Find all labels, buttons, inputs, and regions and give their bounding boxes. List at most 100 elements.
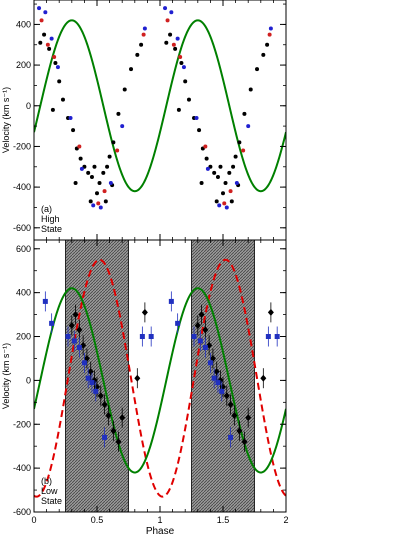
x-tick-label-4: 2 (283, 515, 288, 525)
data-point-a-1-6-0 (91, 203, 96, 208)
data-point-a-1-9-0 (120, 124, 125, 129)
data-point-b-1-7-1 (215, 380, 221, 386)
data-point-b-0-11-0 (110, 427, 117, 435)
data-point-a-0-5-0 (60, 97, 65, 102)
y-tick-label-b-0: -600 (13, 507, 31, 517)
data-point-a-0-11-1 (212, 170, 217, 175)
data-point-a-0-1-0 (42, 32, 47, 37)
y-tick-label-a-5: 400 (16, 19, 31, 29)
data-point-a-1-1-0 (43, 10, 48, 15)
data-point-a-1-5-0 (79, 166, 84, 171)
data-point-b-0-1-1 (198, 311, 205, 319)
data-point-a-2-1-0 (45, 42, 50, 47)
data-point-b-0-1-0 (72, 311, 79, 319)
data-point-a-0-3-0 (53, 61, 58, 66)
data-point-b-1-11-1 (274, 334, 280, 340)
y-tick-label-a-2: -200 (13, 141, 31, 151)
data-point-b-0-2-0 (76, 326, 83, 334)
data-point-a-0-1-1 (168, 32, 173, 37)
data-point-a-0-29-0 (88, 199, 93, 204)
data-point-a-1-6-1 (217, 203, 222, 208)
data-point-b-1-3-0 (71, 338, 77, 344)
data-point-b-0-4-0 (83, 354, 90, 362)
x-tick-label-2: 1 (157, 515, 162, 525)
data-point-a-0-27-0 (103, 199, 108, 204)
data-point-a-0-29-1 (214, 199, 219, 204)
data-point-a-2-4-0 (96, 201, 101, 206)
data-point-a-0-3-1 (179, 61, 184, 66)
data-point-a-1-9-1 (246, 124, 251, 129)
data-point-a-0-17-0 (107, 154, 112, 159)
data-point-a-1-4-0 (68, 115, 73, 120)
data-point-b-0-9-0 (101, 401, 108, 409)
data-point-b-1-10-0 (139, 334, 145, 340)
data-point-a-0-9-0 (78, 156, 83, 161)
data-point-a-0-0-0 (38, 40, 43, 45)
y-tick-label-a-1: -400 (13, 182, 31, 192)
data-point-a-2-1-1 (171, 42, 176, 47)
y-axis-label-a: Velocity (km s⁻¹) (1, 87, 11, 153)
data-point-b-0-8-1 (223, 392, 230, 400)
data-point-a-0-25-0 (73, 181, 78, 186)
data-point-a-0-21-1 (255, 67, 260, 72)
x-tick-label-1: 0.5 (91, 515, 104, 525)
panel-annotation-a-0: (a) (41, 204, 52, 214)
data-point-b-1-2-0 (65, 334, 71, 340)
data-point-b-1-4-0 (76, 344, 82, 350)
data-point-b-0-8-0 (97, 392, 104, 400)
panel-annotation-b-1: Low (41, 486, 58, 496)
data-point-a-0-15-1 (227, 170, 232, 175)
data-point-b-0-15-0 (141, 308, 148, 316)
data-point-b-0-14-0 (134, 374, 141, 382)
y-tick-label-b-2: -200 (13, 419, 31, 429)
data-point-a-0-22-1 (261, 52, 266, 57)
panel-a: -600 -400 -200 0 200 400 Velocity (km s⁻¹) (a)H… (1, 0, 287, 241)
panel-annotation-a-1: High (41, 214, 60, 224)
y-tick-label-b-4: 200 (16, 332, 31, 342)
data-point-b-1-3-1 (197, 338, 203, 344)
data-point-a-1-8-1 (234, 181, 239, 186)
data-point-b-1-1-0 (49, 320, 55, 326)
data-point-a-2-2-0 (52, 54, 57, 59)
data-point-a-2-3-1 (203, 144, 208, 149)
data-point-a-0-16-1 (231, 164, 236, 169)
data-point-b-0-14-1 (260, 374, 267, 382)
data-point-b-0-10-1 (231, 411, 238, 419)
data-point-a-2-7-0 (141, 32, 146, 37)
data-point-a-0-26-0 (92, 164, 97, 169)
panel-annotation-a-2: State (41, 224, 62, 234)
dashed-model-curve-b (34, 258, 286, 498)
data-point-a-0-5-1 (186, 97, 191, 102)
panel-annotation-b-0: (b) (41, 476, 52, 486)
x-tick-label-0: 0 (31, 515, 36, 525)
data-point-b-1-6-0 (85, 375, 91, 381)
data-point-a-0-15-0 (101, 170, 106, 175)
data-point-a-0-24-1 (176, 107, 181, 112)
data-point-b-0-0-1 (194, 322, 201, 330)
data-point-a-0-13-1 (221, 191, 225, 196)
data-point-a-2-6-1 (241, 148, 246, 153)
plot-area-a (34, 6, 286, 210)
y-tick-label-a-0: -600 (13, 223, 31, 233)
data-point-a-0-22-0 (135, 52, 140, 57)
data-point-a-2-7-1 (267, 32, 272, 37)
plot-area-b (34, 240, 286, 512)
data-point-a-0-26-1 (218, 164, 223, 169)
data-point-a-1-10-0 (142, 26, 147, 31)
data-point-a-1-7-0 (98, 205, 103, 210)
data-point-b-1-7-0 (89, 380, 95, 386)
y-tick-label-b-5: 400 (16, 288, 31, 298)
data-point-a-1-2-0 (49, 36, 54, 41)
data-point-a-2-6-0 (115, 148, 120, 153)
data-point-b-0-13-1 (245, 414, 252, 422)
data-point-b-1-8-0 (93, 388, 99, 394)
data-point-b-1-0-1 (168, 298, 174, 304)
data-point-a-0-9-1 (204, 156, 209, 161)
data-point-a-0-12-1 (215, 174, 220, 179)
data-point-a-2-2-1 (178, 54, 183, 59)
shaded-region-1 (191, 240, 255, 512)
data-point-b-1-6-1 (211, 375, 217, 381)
panel-b: -600 -400 -200 0 200 400 600 0 0.5 1 1.5 2 Velocity … (1, 239, 289, 537)
y-axis-label-b: Velocity (km s⁻¹) (1, 343, 11, 409)
data-point-a-0-24-0 (50, 107, 55, 112)
